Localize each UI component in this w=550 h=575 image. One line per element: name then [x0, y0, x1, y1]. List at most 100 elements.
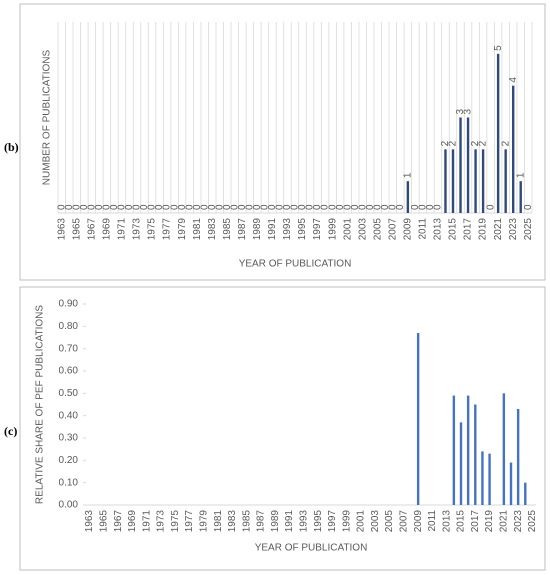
x-tick-label: 1965	[71, 218, 82, 241]
data-label: 0	[192, 204, 203, 210]
bar	[481, 451, 484, 505]
bar	[444, 149, 447, 213]
x-tick-label: 2013	[433, 218, 444, 241]
x-tick-label: 1997	[312, 218, 323, 241]
x-tick-label: 1967	[113, 510, 124, 533]
data-label: 0	[94, 204, 105, 210]
x-tick-label: 2025	[523, 218, 534, 241]
x-tick-label: 1975	[170, 510, 181, 533]
x-tick-label: 1991	[267, 218, 278, 241]
x-tick-label: 1967	[86, 218, 97, 241]
data-label: 1	[515, 172, 526, 178]
panel-label: (b)	[4, 140, 19, 154]
x-tick-label: 1969	[102, 218, 113, 241]
data-label: 0	[418, 204, 429, 210]
data-label: 0	[237, 204, 248, 210]
data-label: 0	[147, 204, 158, 210]
data-label: 0	[214, 204, 225, 210]
data-label: 0	[86, 204, 97, 210]
x-tick-label: 1999	[341, 510, 352, 533]
data-label: 0	[139, 204, 150, 210]
x-tick-label: 1979	[177, 218, 188, 241]
data-label: 0	[244, 204, 255, 210]
data-label: 0	[102, 204, 113, 210]
data-label: 0	[342, 204, 353, 210]
x-tick-label: 1989	[270, 510, 281, 533]
x-tick-label: 2019	[484, 510, 495, 533]
x-tick-label: 1963	[56, 218, 67, 241]
y-tick-label: 0.30	[59, 433, 79, 444]
y-tick-label: 0.80	[59, 321, 79, 332]
data-label: 0	[282, 204, 293, 210]
x-tick-label: 1965	[98, 510, 109, 533]
bar	[524, 482, 527, 505]
x-tick-label: 2007	[398, 510, 409, 533]
data-label: 0	[260, 204, 271, 210]
x-tick-label: 2015	[448, 218, 459, 241]
data-label: 0	[335, 204, 346, 210]
y-tick-label: 0.90	[59, 299, 79, 310]
x-tick-label: 1999	[327, 218, 338, 241]
data-label: 0	[124, 204, 135, 210]
bar	[466, 395, 470, 505]
data-label: 0	[327, 204, 338, 210]
bar	[452, 395, 456, 505]
data-label: 0	[117, 204, 128, 210]
x-tick-label: 2005	[372, 218, 383, 241]
data-label: 0	[184, 204, 195, 210]
x-tick-label: 1991	[284, 510, 295, 533]
bar	[488, 453, 491, 505]
panel-frame	[19, 286, 546, 571]
data-label: 3	[455, 109, 466, 115]
x-tick-label: 1977	[184, 510, 195, 533]
data-label: 0	[357, 204, 368, 210]
x-tick-label: 2017	[463, 218, 474, 241]
x-tick-label: 2003	[370, 510, 381, 533]
x-tick-label: 2011	[427, 510, 438, 532]
data-label: 0	[425, 204, 436, 210]
data-label: 1	[402, 172, 413, 178]
data-label: 0	[207, 204, 218, 210]
y-tick-label: 0.40	[59, 410, 79, 421]
bar	[459, 117, 462, 213]
data-label: 2	[470, 140, 481, 146]
x-tick-label: 1997	[327, 510, 338, 533]
x-tick-label: 2007	[387, 218, 398, 241]
data-label: 0	[350, 204, 361, 210]
x-tick-label: 2015	[456, 510, 467, 533]
bar	[496, 53, 500, 214]
x-tick-label: 2021	[498, 510, 509, 533]
bar	[519, 181, 522, 213]
x-tick-label: 1993	[298, 510, 309, 533]
x-tick-label: 1981	[213, 510, 224, 533]
data-label: 0	[132, 204, 143, 210]
bar	[474, 149, 477, 213]
bar	[406, 181, 410, 213]
x-tick-label: 2009	[402, 218, 413, 241]
bar	[451, 149, 455, 213]
data-label: 0	[365, 204, 376, 210]
panel-label: (c)	[4, 424, 17, 438]
data-label: 0	[433, 204, 444, 210]
x-tick-label: 1981	[192, 218, 203, 241]
data-label: 0	[380, 204, 391, 210]
x-tick-label: 1973	[156, 510, 167, 533]
x-tick-label: 1987	[237, 218, 248, 241]
x-tick-label: 1969	[127, 510, 138, 533]
x-tick-label: 2003	[357, 218, 368, 241]
bar	[459, 422, 463, 505]
data-label: 2	[500, 140, 511, 146]
data-label: 0	[64, 204, 75, 210]
data-label: 0	[177, 204, 188, 210]
x-tick-label: 1973	[132, 218, 143, 241]
bar	[481, 149, 485, 213]
y-tick-label: 0.20	[59, 455, 79, 466]
x-tick-label: 1977	[162, 218, 173, 241]
bar	[511, 85, 515, 213]
x-tick-label: 1989	[252, 218, 263, 241]
x-tick-label: 2001	[342, 218, 353, 241]
data-label: 2	[448, 140, 459, 146]
y-tick-label: 0.70	[59, 343, 79, 354]
data-label: 2	[440, 140, 451, 146]
data-label: 0	[320, 204, 331, 210]
